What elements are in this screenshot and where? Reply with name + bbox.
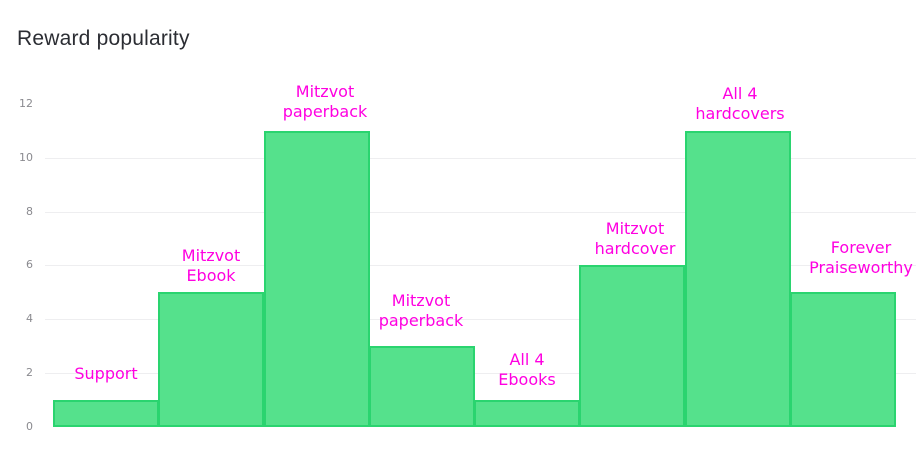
bar-4-all-4-ebooks[interactable] <box>474 400 580 427</box>
bar-label-line: hardcover <box>594 239 676 258</box>
bar-label-line: Praiseworthy <box>809 258 913 277</box>
bar-label-line: Support <box>74 364 138 383</box>
gridline-y10 <box>45 158 916 159</box>
gridline-y6 <box>45 265 916 266</box>
bar-3-mitzvot-paperback[interactable] <box>369 346 475 427</box>
y-axis-tick-6: 6 <box>26 258 33 271</box>
bar-label-7-forever-praiseworthy: Forever Praiseworthy <box>751 238 924 278</box>
bar-label-line: Ebooks <box>498 370 556 389</box>
bar-7-forever-praiseworthy[interactable] <box>790 292 896 427</box>
gridline-y8 <box>45 212 916 213</box>
bar-label-1-mitzvot-ebook: Mitzvot Ebook <box>101 246 321 286</box>
bar-label-line: Mitzvot <box>295 82 355 101</box>
bar-label-line: paperback <box>282 102 368 121</box>
bar-label-4-all-4-ebooks: All 4 Ebooks <box>417 350 637 390</box>
bar-label-6-all-4-hardcovers: All 4 hardcovers <box>630 84 850 124</box>
gridline-y4 <box>45 319 916 320</box>
bar-label-line: Mitzvot <box>605 219 665 238</box>
bar-label-3-mitzvot-paperback: Mitzvot paperback <box>311 291 531 331</box>
bar-label-line: paperback <box>378 311 464 330</box>
y-axis-tick-12: 12 <box>19 97 33 110</box>
y-axis-tick-2: 2 <box>26 366 33 379</box>
gridline-y2 <box>45 373 916 374</box>
bar-6-all-4-hardcovers[interactable] <box>685 131 791 427</box>
bar-5-mitzvot-hardcover[interactable] <box>579 265 685 427</box>
y-axis-tick-10: 10 <box>19 151 33 164</box>
bar-label-0-support: Support <box>0 364 216 384</box>
y-axis-tick-8: 8 <box>26 205 33 218</box>
bar-label-line: Ebook <box>186 266 236 285</box>
bar-label-5-mitzvot-hardcover: Mitzvot hardcover <box>525 219 745 259</box>
bar-label-2-mitzvot-paperback: Mitzvot paperback <box>215 82 435 122</box>
bar-1-mitzvot-ebook[interactable] <box>158 292 264 427</box>
bar-label-line: All 4 <box>509 350 545 369</box>
bar-2-mitzvot-paperback[interactable] <box>264 131 370 427</box>
bar-label-line: All 4 <box>722 84 758 103</box>
y-axis-tick-4: 4 <box>26 312 33 325</box>
bar-label-line: Forever <box>830 238 892 257</box>
bar-label-line: hardcovers <box>695 104 785 123</box>
bar-label-line: Mitzvot <box>391 291 451 310</box>
bar-0-support[interactable] <box>53 400 159 427</box>
bar-label-line: Mitzvot <box>181 246 241 265</box>
chart-title: Reward popularity <box>17 27 190 50</box>
y-axis-tick-0: 0 <box>26 420 33 433</box>
